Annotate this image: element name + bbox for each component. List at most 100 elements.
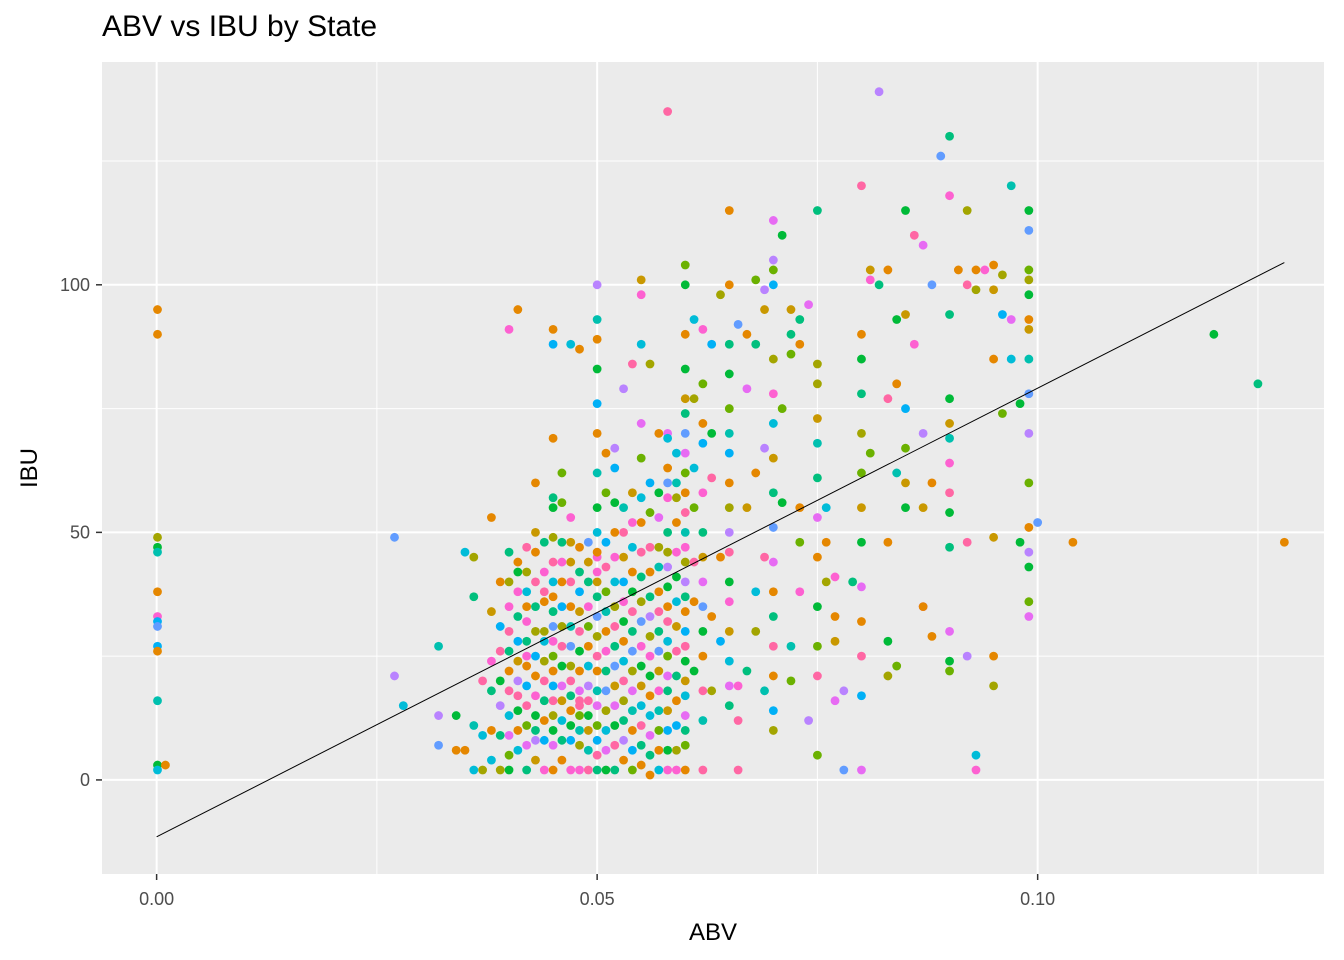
data-point <box>487 513 496 522</box>
data-point <box>522 721 532 730</box>
data-point <box>619 527 628 537</box>
data-point <box>663 765 673 775</box>
data-point <box>751 275 761 285</box>
data-point <box>909 230 919 240</box>
data-point <box>654 686 664 696</box>
data-point <box>513 706 523 716</box>
data-point <box>724 626 734 636</box>
data-point <box>998 409 1007 418</box>
data-point <box>469 592 479 602</box>
data-point <box>548 711 558 720</box>
data-point <box>672 622 681 631</box>
data-point <box>548 607 558 616</box>
data-point <box>636 518 646 527</box>
data-point <box>645 592 655 602</box>
data-point <box>663 582 673 592</box>
data-point <box>557 468 567 478</box>
data-point <box>575 686 584 696</box>
data-point <box>945 542 954 552</box>
data-point <box>575 344 584 354</box>
data-point <box>434 641 443 651</box>
data-point <box>539 537 549 547</box>
data-point <box>619 636 628 646</box>
data-point <box>592 631 602 641</box>
data-point <box>672 745 681 755</box>
data-point <box>610 661 620 671</box>
data-point <box>654 666 664 676</box>
data-point <box>663 671 673 681</box>
data-point <box>575 740 584 750</box>
data-point <box>971 750 981 760</box>
data-point <box>610 622 620 631</box>
data-point <box>645 567 655 577</box>
data-point <box>531 726 540 735</box>
data-point <box>1024 478 1034 488</box>
data-point <box>813 513 822 522</box>
data-point <box>813 641 822 651</box>
data-point <box>619 577 628 587</box>
data-point <box>680 280 690 290</box>
data-point <box>971 265 981 275</box>
data-point <box>531 626 540 636</box>
data-point <box>813 602 822 612</box>
data-point <box>601 706 611 716</box>
data-point <box>153 532 162 542</box>
data-point <box>513 691 523 701</box>
data-point <box>857 617 866 626</box>
data-point <box>548 532 558 542</box>
data-point <box>539 716 549 725</box>
y-tick-label: 50 <box>70 522 90 542</box>
data-point <box>989 532 999 542</box>
data-point <box>742 329 752 339</box>
data-point <box>857 389 866 399</box>
data-point <box>654 626 664 636</box>
data-point <box>495 577 505 587</box>
data-point <box>390 532 399 542</box>
data-point <box>645 612 655 621</box>
data-point <box>857 181 866 191</box>
data-point <box>627 567 637 577</box>
data-point <box>548 592 558 602</box>
data-point <box>522 636 532 646</box>
data-point <box>601 562 611 572</box>
data-point <box>742 666 752 676</box>
data-point <box>557 696 567 706</box>
data-point <box>821 537 831 547</box>
data-point <box>153 547 162 557</box>
y-axis-title: IBU <box>16 448 43 488</box>
data-point <box>645 651 655 661</box>
data-point <box>945 508 954 517</box>
data-point <box>698 626 708 636</box>
data-point <box>768 726 778 735</box>
data-point <box>733 681 743 691</box>
data-point <box>998 270 1007 280</box>
data-point <box>548 503 558 513</box>
data-point <box>786 305 796 314</box>
data-point <box>724 577 734 587</box>
data-point <box>636 419 646 428</box>
data-point <box>645 359 655 369</box>
data-point <box>645 711 655 720</box>
data-point <box>680 468 690 478</box>
data-point <box>654 745 664 755</box>
data-point <box>945 433 954 443</box>
data-point <box>575 567 584 577</box>
data-point <box>495 730 505 740</box>
data-point <box>645 730 655 740</box>
data-point <box>962 280 972 290</box>
data-point <box>813 671 822 681</box>
data-point <box>504 324 514 334</box>
data-point <box>663 463 673 473</box>
data-point <box>989 651 999 661</box>
data-point <box>504 626 514 636</box>
data-point <box>645 631 655 641</box>
data-point <box>901 310 910 319</box>
data-point <box>1024 547 1034 557</box>
data-point <box>592 428 602 438</box>
data-point <box>522 617 532 626</box>
data-point <box>513 636 523 646</box>
data-point <box>945 131 954 141</box>
data-point <box>636 547 646 557</box>
data-point <box>698 765 708 775</box>
